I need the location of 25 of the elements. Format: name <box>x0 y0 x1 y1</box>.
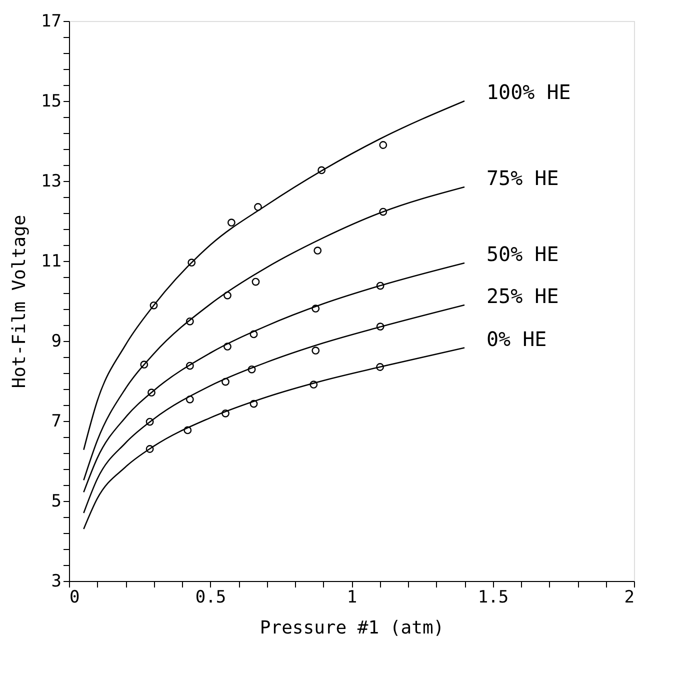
x-tick-label: 1.5 <box>478 588 509 608</box>
series-label: 25% HE <box>486 284 559 308</box>
y-tick-label: 9 <box>51 332 62 352</box>
x-tick-label: 0.5 <box>195 588 226 608</box>
series-label: 0% HE <box>486 326 547 351</box>
x-tick-label: 2 <box>624 588 634 608</box>
line-series <box>83 262 466 493</box>
y-tick-label: 7 <box>51 412 62 432</box>
line-series <box>83 347 466 530</box>
line-series <box>83 100 466 450</box>
y-tick-label: 11 <box>41 252 62 272</box>
x-tick-label: 1 <box>346 588 358 608</box>
series-label: 100% HE <box>486 80 571 104</box>
y-axis-title: Hot-Film Voltage <box>9 214 30 388</box>
line-series <box>83 304 466 514</box>
x-tick-label: 0 <box>70 588 80 608</box>
series-label: 50% HE <box>486 242 559 266</box>
y-tick-label: 13 <box>41 172 62 192</box>
series-label: 75% HE <box>486 166 559 190</box>
y-tick-label: 5 <box>51 492 62 512</box>
y-tick-label: 3 <box>51 572 62 592</box>
line-series <box>83 186 466 481</box>
x-axis-title: Pressure #1 (atm) <box>260 618 444 638</box>
y-tick-label: 17 <box>41 12 62 32</box>
y-tick-label: 15 <box>41 92 62 112</box>
